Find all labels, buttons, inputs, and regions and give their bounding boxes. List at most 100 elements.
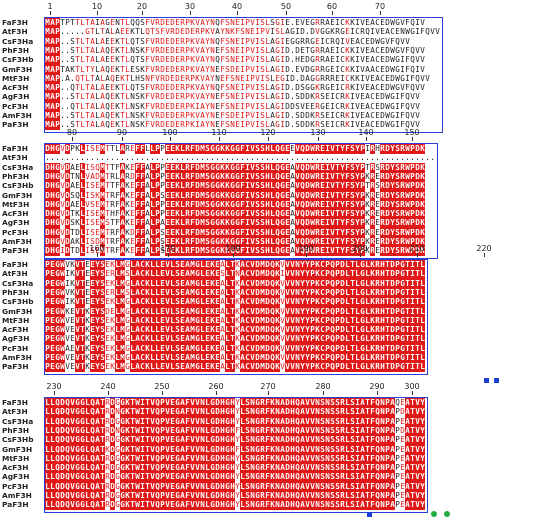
species-label: MtF3H	[2, 453, 30, 463]
sequence-residues: DHGIDTDLISEMTRFAKEFFALPSEEKLRFDMSGGKKGGF…	[45, 246, 425, 257]
alignment-row: AcF3H MAP..QTLTALAEEKTLQTSFVRDEDERPKVAYNQ…	[0, 83, 550, 94]
sequence-residues: DHGVDTDLISEMTRFAKDFFALPSEEKLRFDMSGGKKGGF…	[45, 227, 425, 238]
species-label: AcF3H	[2, 83, 29, 93]
alignment-row: AcF3H PEGWVEVTKEYSEKLMGLACKLLEVLSEAMGLEKE…	[0, 325, 550, 336]
species-label: AmF3H	[2, 491, 32, 500]
ruler-tick	[168, 253, 169, 257]
binding-site-marker	[431, 511, 437, 517]
sequence-residues: PEGWVEVTKEYSEKLMGLACKLLEVLSEAMGLEKEALTKA…	[45, 325, 425, 336]
species-label: FaF3H	[2, 260, 28, 269]
species-label: PcF3H	[2, 227, 29, 237]
species-label: CsF3Hb	[2, 297, 34, 307]
ruler-tick	[170, 137, 171, 141]
alignment-row: AcF3H DHGVDTKLISEMTHFAKEFFALPPEEKLRFDMSGG…	[0, 209, 550, 220]
alignment-row: PcF3H PEGWAEVTKEYSEKLMGLACKLLEVLSEAMGLEKE…	[0, 343, 550, 354]
ruler-tick-label: 20	[136, 2, 148, 11]
ruler-tick	[233, 253, 234, 257]
species-label: MtF3H	[2, 315, 30, 325]
ruler-tick-label: 140	[358, 128, 374, 137]
species-label: AmF3H	[2, 353, 32, 362]
species-label: PaF3H	[2, 120, 29, 130]
ruler-tick-label: 240	[100, 382, 116, 391]
ruler-tick	[216, 391, 217, 395]
sequence-residues: MAP..STLTALAQEKTLNSKFVRDEDERPKVAYNEFSNEI…	[45, 45, 425, 56]
sequence-residues: DHGVDAELISQMTTFAKEFFALPPEEKLRFDMSGGKKGGF…	[45, 162, 425, 173]
ruler-tick	[108, 391, 109, 395]
sequence-residues: PEGWIKVTEEYSEKLMGLACKLLEVLSEAMGLEKEALTKA…	[45, 278, 425, 289]
species-label: CsF3Hb	[2, 435, 34, 445]
binding-site-marker	[444, 511, 450, 517]
sequence-residues: LLQDQVGGLQATRDGGKTWITVQPVEGAFVVNLGDHGHYL…	[45, 491, 425, 501]
alignment-row: PaF3H LLQDQVGGLQATRDGGKTWITVQPVEGAFVVNLGD…	[0, 500, 550, 511]
species-label: MtF3H	[2, 199, 30, 209]
alignment-row: CsF3Hb MAP..STLTALAEEKTLQTSFVRDEDERPKVAYN…	[0, 55, 550, 66]
species-label: GmF3H	[2, 64, 33, 74]
ruler-tick	[122, 137, 123, 141]
ruler-tick-label: 170	[160, 244, 176, 253]
alignment-row: AgF3H LLQDQVGGLQATRDGGKTWITVQPVEGAFVVNLGD…	[0, 472, 550, 483]
ruler-tick-label: 180	[225, 244, 241, 253]
species-label: AmF3H	[2, 111, 32, 120]
alignment-row: FaF3H PEGWVKVTEEYSEKLMGLACKLLEVLSEAMGLEKE…	[0, 260, 550, 270]
ruler-tick-label: 100	[162, 128, 178, 137]
alignment-row: PhF3H DHGVDTNLVADMTRLARDFFALPPEEKLRFDMSGG…	[0, 171, 550, 182]
sequence-residues: MAP..STLTALAEEKTLQTSFVRDEDERPKVAYNQFSNEI…	[45, 36, 410, 47]
alignment-row: MtF3H DHGVDAELVSEMTRFAKEFFALPPEEKLRFDMSGG…	[0, 199, 550, 210]
alignment-row: CsF3Hb LLQDQVGGLQATRDGGKTWITVQPVEGAFVVNLG…	[0, 435, 550, 446]
ruler-tick-label: 120	[260, 128, 276, 137]
ruler-tick	[142, 11, 143, 15]
ruler-tick	[268, 137, 269, 141]
ruler-tick	[72, 137, 73, 141]
species-label: GmF3H	[2, 190, 33, 200]
sequence-residues: MAP.A.QTLTALAQEKTLHSNFVRDEDERPKVAYNEFSNE…	[45, 73, 430, 84]
ruler-tick-label: 10	[91, 2, 103, 11]
ruler-tick	[162, 391, 163, 395]
alignment-row: CsF3Ha LLQDQVGGLQATRDGGKTWITVQPVEGAFVVNLG…	[0, 416, 550, 427]
sequence-residues: MAP..STLTALAEEKTLQTSFVRDEDERPKVAYNQFSNEI…	[45, 55, 425, 66]
alignment-row: CsF3Ha PEGWIKVTEEYSEKLMGLACKLLEVLSEAMGLEK…	[0, 278, 550, 289]
species-label: PaF3H	[2, 246, 29, 256]
species-label: FaF3H	[2, 18, 28, 27]
ruler-tick-label: 80	[66, 128, 78, 137]
alignment-row: MtF3H PEGWVEVTKEYSEKLMGLACKLLEVLSEAMGLEKE…	[0, 315, 550, 326]
sequence-residues: DHGVDSKLISEMSTFAKEFFALPAEEKLRFDMSGGKKGGF…	[45, 218, 425, 229]
species-label: CsF3Hb	[2, 55, 34, 65]
sequence-residues: PEGWIKVTEEYSEKLMGLACKLLEVLSEAMGLEKEALTKA…	[45, 297, 425, 308]
alignment-row: PhF3H MAP..STLTALAQEKTLNSKFVRDEDERPKVAYNE…	[0, 45, 550, 56]
position-ruler: 80 90 100 110 120 130 140 150	[0, 128, 550, 144]
ruler-tick-label: 300	[404, 382, 420, 391]
species-label: PhF3H	[2, 425, 30, 435]
species-label: PhF3H	[2, 287, 30, 297]
ruler-tick-label: 280	[315, 382, 331, 391]
ruler-tick	[332, 11, 333, 15]
ruler-tick	[412, 391, 413, 395]
ruler-tick-label: 30	[184, 2, 196, 11]
species-label: AmF3H	[2, 237, 32, 246]
ruler-tick	[97, 253, 98, 257]
ruler-tick-label: 190	[298, 244, 314, 253]
alignment-row: AgF3H MAP..STLTALAQEKTLNSKFVRDEDERPKVAYNE…	[0, 92, 550, 103]
sequence-residues: LLQDQVGGLQATRDGGKTWITVQPVEGAFVVNLGDHGHYL…	[45, 472, 425, 483]
sequence-residues: DHGVDSQLISKMTRFAKEFFALPSEEKLRFDMSGGKKGGF…	[45, 190, 425, 201]
alignment-block: 160 170 180 190 200 210 220 FaF3H PEGWVKVTEEYSEK…	[0, 244, 550, 376]
sequence-residues: PEGWAEVTKEYSEKLMGLACKLLEVLSEAMGLEKEALTKA…	[45, 343, 425, 354]
sequence-residues: LLQDQVGGLQATRDNGKTWITVQPVEGAFVVNLGDHGHFL…	[45, 425, 425, 436]
ruler-tick-label: 60	[326, 2, 338, 11]
species-label: AgF3H	[2, 472, 30, 482]
alignment-row: MtF3H LLQDQVGGLQATRDGGKTWITVQPVEGAFVVNLGD…	[0, 453, 550, 464]
position-ruler: 160 170 180 190 200 210 220	[0, 244, 550, 260]
species-label: PcF3H	[2, 343, 29, 353]
sequence-residues: LLQDQVGGLQATRDGGKTWITVQPVEGAFVVNLGDHGHYL…	[45, 453, 425, 464]
ruler-tick-label: 220	[476, 244, 492, 253]
alignment-block: 230 240 250 260 270 280 290 300 FaF3H LLQDQVGGLQA…	[0, 382, 550, 514]
alignment-row: CsF3Ha DHGVDAELISQMTTFAKEFFALPPEEKLRFDMSG…	[0, 162, 550, 173]
species-label: CsF3Ha	[2, 278, 34, 288]
sequence-residues: MAP..STLTALAQEKTLNSKFVRDEDERPKVAYNEFSDEI…	[45, 111, 420, 121]
alignment-row: FaF3H DHGVDPKLISEMTTLAREFFLLPPEEKLRFDMSGG…	[0, 144, 550, 154]
species-label: AtF3H	[2, 269, 28, 279]
species-label: AtF3H	[2, 407, 28, 417]
position-ruler: 1 10 20 30 40 50 60 70	[0, 2, 550, 18]
ruler-tick-label: 110	[211, 128, 227, 137]
alignment-row: AgF3H PEGWVEVTKEYSEKLMGLACKLLEVLSEAMGLEKE…	[0, 334, 550, 345]
alignment-row: PaF3H DHGIDTDLISEMTRFAKEFFALPSEEKLRFDMSGG…	[0, 246, 550, 257]
